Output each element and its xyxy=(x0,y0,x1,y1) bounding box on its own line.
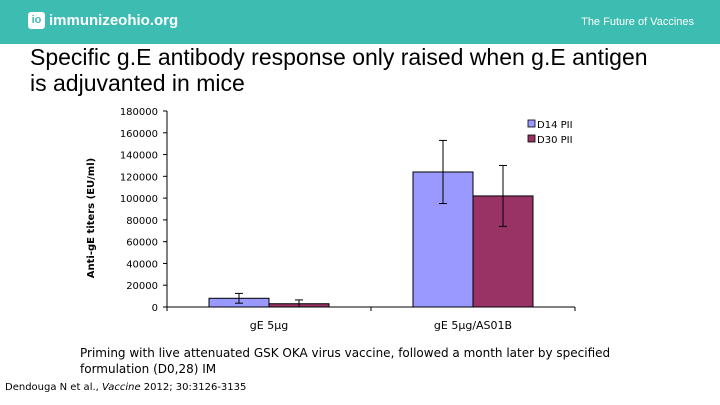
tagline: The Future of Vaccines xyxy=(581,16,694,28)
legend-swatch-1 xyxy=(527,119,536,128)
citation-rest: 2012; 30:3126-3135 xyxy=(140,382,247,393)
y-tick-label: 60000 xyxy=(126,238,158,249)
y-tick-label: 80000 xyxy=(126,216,158,227)
y-tick-label: 180000 xyxy=(120,107,158,118)
legend-label-2: D30 PII xyxy=(537,135,573,146)
y-axis-title: Anti-gE titers (EU/ml) xyxy=(86,158,97,278)
y-tick-label: 20000 xyxy=(126,281,158,292)
x-category-label: gE 5µg/AS01B xyxy=(434,319,512,332)
y-tick-label: 40000 xyxy=(126,259,158,270)
y-tick-label: 100000 xyxy=(120,194,158,205)
logo-text: immunizeohio.org xyxy=(49,12,179,29)
y-tick-label: 140000 xyxy=(120,151,158,162)
citation-journal: Vaccine xyxy=(102,382,141,393)
legend-label-1: D14 PII xyxy=(537,120,573,131)
slide-title: Specific g.E antibody response only rais… xyxy=(30,44,648,96)
legend-swatch-2 xyxy=(527,134,536,143)
y-tick-label: 160000 xyxy=(120,129,158,140)
citation-authors: Dendouga N et al., xyxy=(5,382,103,393)
slide-caption: Priming with live attenuated GSK OKA vir… xyxy=(80,346,611,376)
logo[interactable]: io immunizeohio.org xyxy=(28,12,178,29)
y-tick-label: 0 xyxy=(152,303,158,314)
logo-badge-icon: io xyxy=(28,12,45,29)
y-tick-label: 120000 xyxy=(120,172,158,183)
x-category-label: gE 5µg xyxy=(250,319,288,332)
header-bar: io immunizeohio.org The Future of Vaccin… xyxy=(0,0,720,44)
citation: Dendouga N et al., Vaccine 2012; 30:3126… xyxy=(5,382,246,393)
